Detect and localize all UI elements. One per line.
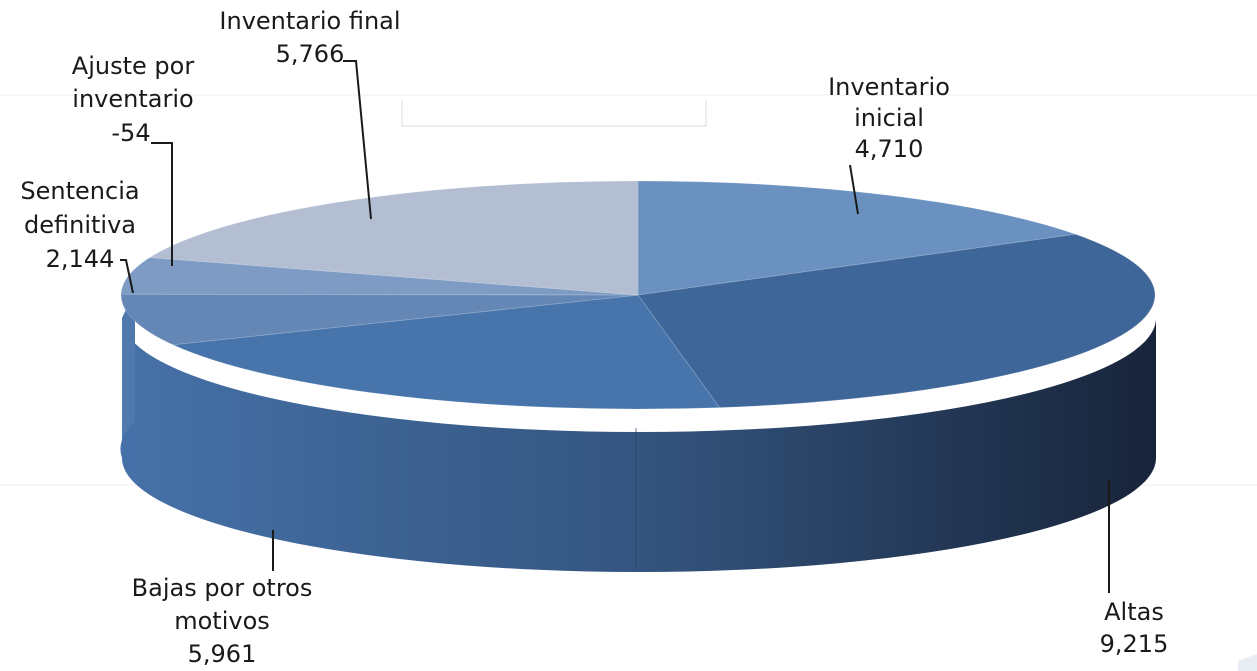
pie-slice-5 <box>148 180 639 296</box>
slice-label-altas: Altas 9,215 <box>1100 598 1169 658</box>
leader-line-inventario-inicial <box>849 164 859 215</box>
slice-value-label: 9,215 <box>1100 630 1169 658</box>
slice-label-inventario-final: Inventario final 5,766 <box>219 7 400 68</box>
leader-line-ajuste <box>151 142 173 266</box>
slice-value-label: 4,710 <box>855 135 924 163</box>
pie-slice-2 <box>171 294 721 410</box>
slice-label-line: Inventario <box>828 73 950 101</box>
leader-line-inventario-final <box>343 60 372 220</box>
leader-line-sentencia <box>120 259 134 294</box>
pie-slices <box>120 180 1156 410</box>
pie-side-left <box>120 290 135 458</box>
slice-label-line: Sentencia <box>20 177 139 205</box>
slice-label-line: inventario <box>72 85 193 113</box>
slice-label-line: Ajuste por <box>72 52 195 80</box>
slice-label-line: Inventario final <box>219 7 400 35</box>
slice-value-label: 2,144 <box>46 245 115 273</box>
slice-label-inventario-inicial: Inventario inicial 4,710 <box>828 73 950 163</box>
pie-slice-1 <box>637 233 1156 409</box>
pie-slice-3 <box>120 293 639 346</box>
slice-value-label: 5,766 <box>276 40 345 68</box>
slice-value-label: -54 <box>111 119 150 147</box>
slice-label-line: Bajas por otros <box>132 574 313 602</box>
slice-label-ajuste-por-inventario: Ajuste por inventario -54 <box>72 52 195 147</box>
slice-value-label: 5,961 <box>188 640 257 668</box>
slice-label-sentencia-definitiva: Sentencia definitiva 2,144 <box>20 177 139 273</box>
slice-label-line: Altas <box>1104 598 1164 626</box>
slice-label-line: definitiva <box>24 211 136 239</box>
slice-label-line: inicial <box>854 104 924 132</box>
pie-slice-0 <box>637 180 1076 296</box>
slice-label-bajas-por-otros-motivos: Bajas por otros motivos 5,961 <box>132 574 313 668</box>
pie-side-front <box>122 318 1156 572</box>
slice-label-line: motivos <box>174 607 270 635</box>
